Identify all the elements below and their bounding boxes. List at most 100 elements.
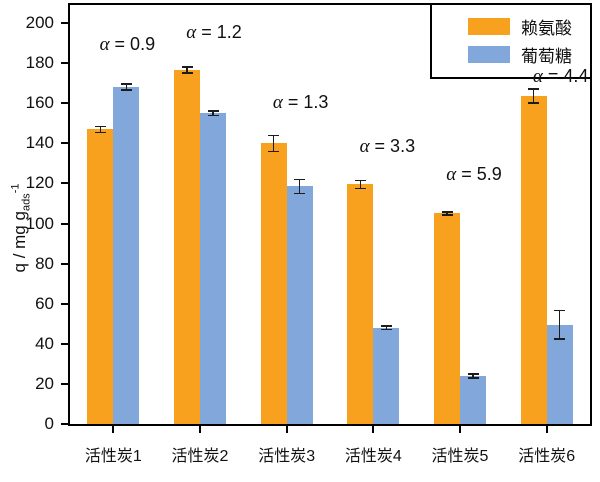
legend-swatch-2 [468,46,510,63]
y-tick-label-80: 80 [35,253,54,273]
error-bar-series-1-group-2 [186,67,188,74]
legend-label-1: 赖氨酸 [521,19,572,38]
legend-swatch-1 [468,18,510,35]
bar-series-1-group-4 [347,184,374,424]
y-tick-label-60: 60 [35,293,54,313]
alpha-symbol: α [186,22,197,44]
alpha-value-text: = 4.4 [542,66,589,87]
legend-label-2: 葡萄糖 [521,47,572,66]
alpha-value-text: = 1.3 [282,92,329,113]
error-cap-1-4-1 [354,187,366,190]
bar-series-1-group-2 [174,70,200,424]
x-axis-tick-4 [372,426,375,433]
error-cap-1-2-0 [181,66,193,68]
error-bar-series-2-group-2 [212,110,214,116]
x-axis-label-6: 活性炭6 [518,448,576,465]
y-axis-tick-100 [61,222,68,225]
plot-area: 赖氨酸 葡萄糖 [68,3,592,426]
alpha-symbol: α [272,92,283,114]
bar-series-1-group-5 [434,213,460,424]
alpha-annotation-5: α = 5.9 [446,164,502,186]
error-cap-2-4-1 [380,328,392,331]
bar-series-1-group-3 [260,143,287,424]
y-tick-label-180: 180 [25,53,54,73]
y-axis-tick-20 [61,382,68,385]
alpha-symbol: α [359,136,370,158]
error-cap-2-3-0 [294,178,306,181]
alpha-annotation-3: α = 1.3 [273,92,329,114]
alpha-symbol: α [446,164,457,186]
bar-series-1-group-1 [87,129,114,424]
error-cap-2-6-0 [554,309,566,312]
x-axis-label-5: 活性炭5 [431,448,489,465]
error-cap-2-2-0 [207,110,219,112]
bar-series-2-group-4 [373,327,400,424]
error-cap-2-5-0 [467,373,479,375]
legend-item-1: 赖氨酸 [468,14,590,39]
y-axis-tick-40 [61,342,68,345]
error-bar-series-1-group-1 [99,126,102,133]
y-axis-tick-180 [61,62,68,65]
error-cap-2-3-1 [294,192,306,195]
alpha-value-text: = 5.9 [456,164,502,185]
error-bar-series-2-group-1 [125,84,128,91]
error-bar-series-1-group-6 [532,89,535,104]
error-cap-1-1-0 [94,125,106,128]
error-cap-2-5-1 [467,377,479,379]
x-axis-label-4: 活性炭4 [344,448,402,465]
y-tick-label-0: 0 [44,414,54,433]
alpha-symbol: α [532,66,543,88]
error-bar-series-1-group-3 [272,135,275,152]
y-tick-label-200: 200 [25,13,54,33]
error-cap-1-1-1 [94,131,106,134]
bar-series-2-group-6 [546,324,573,424]
bar-series-2-group-1 [113,87,140,424]
y-tick-label-140: 140 [25,133,54,153]
error-cap-2-4-0 [380,325,392,327]
x-axis-label-2: 活性炭2 [171,448,229,465]
error-cap-2-2-1 [207,114,219,117]
y-axis-tick-80 [61,262,68,265]
error-cap-1-3-0 [268,134,280,137]
bar-series-2-group-5 [460,375,486,424]
error-cap-1-6-1 [528,102,540,104]
error-cap-1-2-1 [181,72,193,74]
legend: 赖氨酸 葡萄糖 [430,5,590,79]
alpha-annotation-6: α = 4.4 [533,66,589,88]
y-tick-label-100: 100 [25,213,54,233]
error-cap-1-5-1 [441,214,453,216]
error-bar-series-2-group-4 [385,326,388,330]
x-axis-tick-2 [199,426,201,433]
x-axis-tick-6 [545,426,548,433]
y-tick-label-120: 120 [25,173,54,193]
y-axis-tick-160 [61,102,68,105]
y-axis-tick-140 [61,142,68,145]
error-cap-2-1-0 [120,83,132,85]
x-axis-label-3: 活性炭3 [258,448,316,465]
alpha-value-text: = 1.2 [196,22,242,43]
x-axis-tick-5 [459,426,461,433]
y-tick-label-160: 160 [25,93,54,113]
alpha-annotation-2: α = 1.2 [186,22,242,44]
y-axis-tick-120 [61,182,68,185]
error-cap-1-5-0 [441,211,453,213]
alpha-value-text: = 3.3 [369,136,416,157]
y-axis-tick-60 [61,302,68,305]
error-bar-series-1-group-4 [359,180,362,189]
bar-series-2-group-2 [200,113,226,424]
y-axis-tick-200 [61,22,68,25]
bar-series-1-group-6 [520,96,547,424]
error-bar-series-2-group-5 [472,373,474,378]
x-axis-tick-3 [285,426,288,433]
legend-item-2: 葡萄糖 [468,42,590,67]
alpha-value-text: = 0.9 [109,34,156,55]
alpha-symbol: α [99,34,110,56]
error-cap-2-1-1 [120,89,132,91]
error-cap-1-3-1 [268,150,280,153]
error-cap-1-4-0 [354,179,366,182]
alpha-annotation-1: α = 0.9 [100,34,156,56]
error-cap-1-6-0 [528,88,540,90]
x-axis-tick-1 [112,426,115,433]
error-bar-series-2-group-6 [558,310,561,339]
